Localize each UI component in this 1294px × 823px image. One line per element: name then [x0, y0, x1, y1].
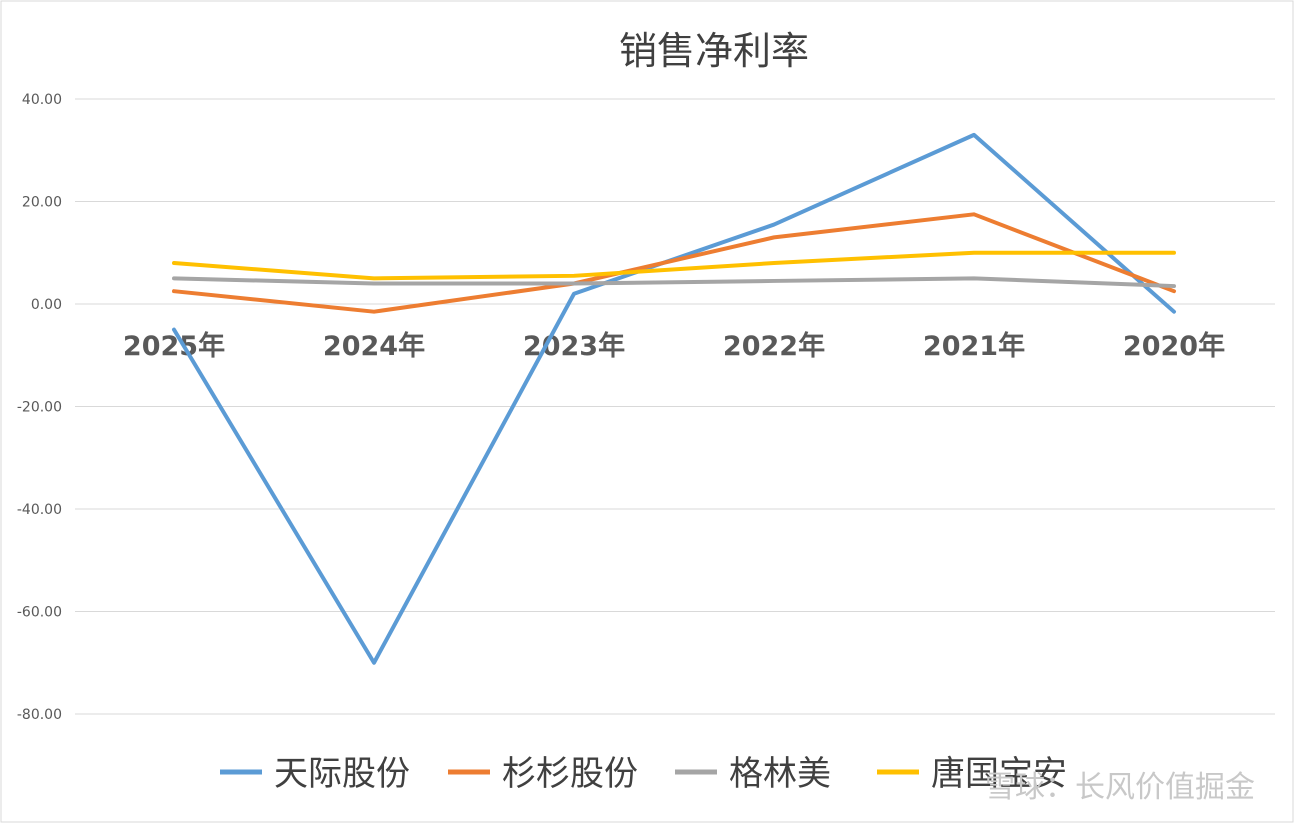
y-tick-label: -80.00	[17, 707, 62, 723]
series-line-4	[172, 250, 1176, 281]
legend: 天际股份 杉杉股份 格林美 唐国宝安	[220, 754, 1067, 794]
x-tick-label: 2025年	[123, 330, 225, 362]
y-tick-label: -60.00	[17, 605, 62, 621]
y-tick-label: 40.00	[22, 92, 62, 108]
legend-label: 格林美	[729, 754, 831, 794]
gridlines	[75, 98, 1275, 715]
y-tick-label: 20.00	[22, 195, 62, 211]
y-axis-tick-labels: 40.00 20.00 0.00 -20.00 -40.00 -60.00 -80.00	[17, 92, 62, 723]
watermark-text: 雪球：长风价值掘金	[985, 770, 1255, 805]
legend-label: 唐国宝安	[931, 754, 1067, 794]
series-line-3	[172, 276, 1176, 289]
y-tick-label: -20.00	[17, 400, 62, 416]
x-tick-label: 2024年	[323, 330, 425, 362]
x-axis-tick-labels: 2025年 2024年 2023年 2022年 2021年 2020年	[123, 330, 1225, 362]
chart-title: 销售净利率	[619, 29, 809, 73]
series-line-2	[172, 212, 1176, 314]
series-lines	[172, 132, 1176, 665]
legend-label: 天际股份	[274, 754, 410, 794]
x-tick-label: 2021年	[923, 330, 1025, 362]
y-tick-label: 0.00	[31, 297, 62, 313]
legend-label: 杉杉股份	[502, 754, 638, 794]
y-tick-label: -40.00	[17, 502, 62, 518]
x-tick-label: 2022年	[723, 330, 825, 362]
x-tick-label: 2020年	[1123, 330, 1225, 362]
